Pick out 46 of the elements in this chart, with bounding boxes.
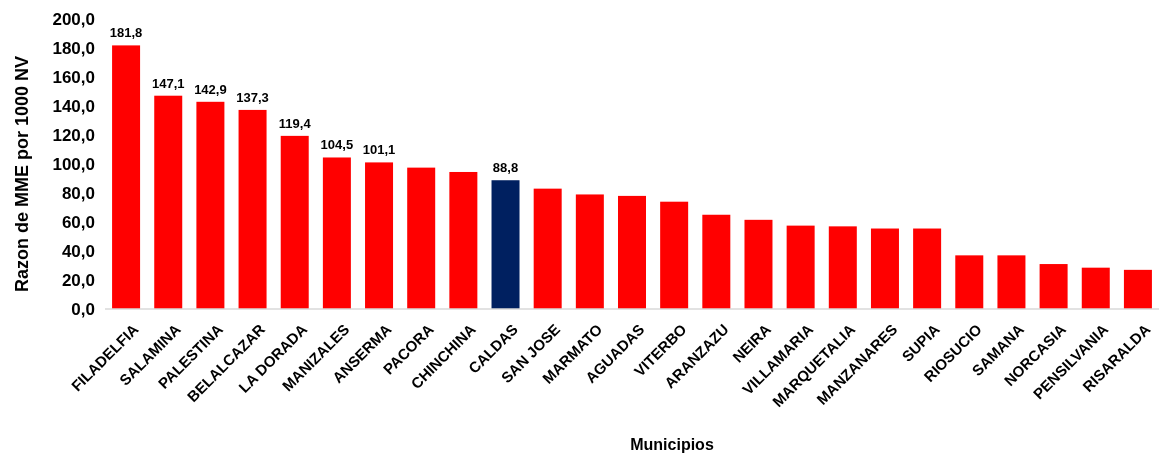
- y-tick-label: 200,0: [52, 9, 95, 29]
- y-tick-label: 180,0: [52, 38, 95, 58]
- bar: [154, 95, 183, 309]
- bar: [280, 135, 309, 309]
- bar: [1039, 264, 1068, 309]
- data-label: 101,1: [362, 142, 396, 158]
- y-tick-label: 140,0: [52, 96, 95, 116]
- bar: [575, 194, 604, 309]
- bar: [997, 255, 1026, 309]
- bar: [828, 226, 857, 309]
- bar: [449, 171, 478, 309]
- bar: [196, 101, 225, 309]
- bar: [913, 228, 942, 309]
- y-tick-label: 100,0: [52, 154, 95, 174]
- y-axis-title: Razon de MME por 1000 NV: [12, 55, 32, 293]
- bar: [786, 225, 815, 309]
- bar: [365, 162, 394, 309]
- y-tick-label: 80,0: [61, 183, 95, 203]
- bar: [702, 214, 731, 309]
- bar: [618, 195, 646, 309]
- y-tick-label: 160,0: [52, 67, 95, 87]
- bar: [1081, 267, 1110, 309]
- bar: [744, 219, 773, 309]
- bar: [870, 228, 899, 309]
- bar: [660, 201, 689, 309]
- data-label: 119,4: [278, 115, 312, 131]
- x-axis-title: Municipios: [630, 436, 714, 453]
- bar: [238, 109, 267, 309]
- bar: [955, 255, 984, 309]
- data-label: 142,9: [194, 81, 227, 97]
- y-tick-label: 40,0: [61, 241, 95, 261]
- data-label: 147,1: [151, 75, 185, 91]
- y-tick-label: 60,0: [61, 212, 95, 232]
- data-label: 137,3: [236, 89, 269, 105]
- data-label: 88,8: [492, 160, 519, 176]
- bar: [322, 157, 351, 309]
- bar: [533, 188, 562, 309]
- y-tick-label: 0,0: [71, 299, 95, 319]
- bar: [407, 167, 436, 309]
- y-tick-label: 20,0: [61, 270, 95, 290]
- data-label: 181,8: [109, 25, 143, 41]
- y-tick-label: 120,0: [52, 125, 95, 145]
- bar: [112, 45, 141, 309]
- data-label: 104,5: [320, 137, 354, 153]
- bar: [491, 180, 520, 309]
- bar: [1123, 269, 1152, 309]
